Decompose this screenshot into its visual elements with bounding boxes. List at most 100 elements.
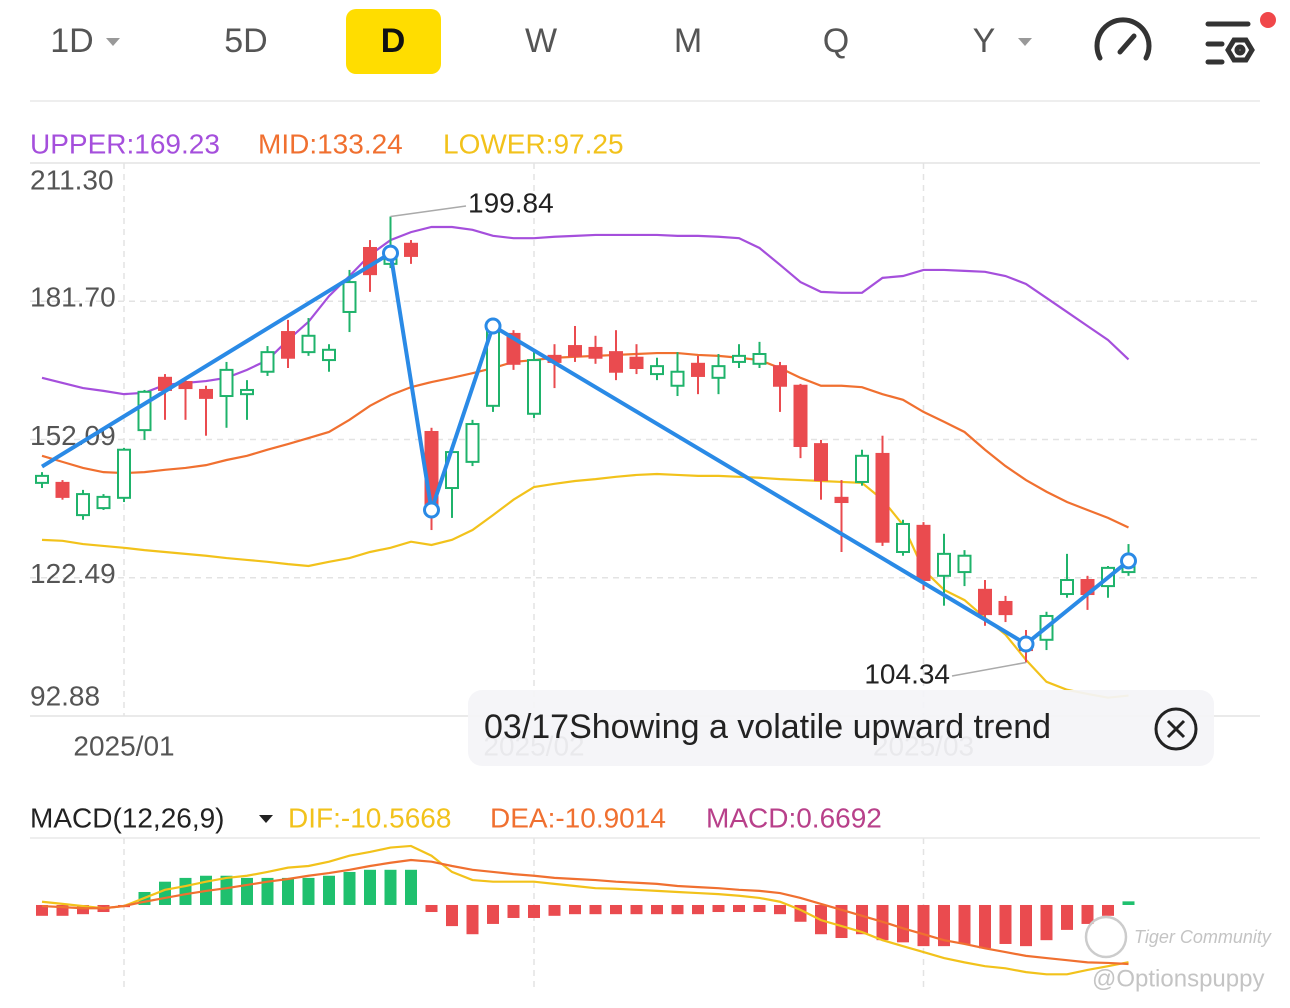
close-ring xyxy=(1154,707,1198,751)
candle-body xyxy=(855,454,869,483)
macd-bar xyxy=(1040,904,1053,941)
tab[interactable]: W xyxy=(525,22,557,60)
macd-bar xyxy=(979,904,991,949)
candle-body xyxy=(629,356,644,370)
macd-line xyxy=(41,858,1129,966)
macd-bar xyxy=(1102,904,1114,916)
candle-body xyxy=(35,474,49,484)
notification-dot xyxy=(1260,12,1276,28)
macd-bar xyxy=(712,904,725,913)
note-tooltip[interactable]: 03/17Showing a volatile upward trend xyxy=(468,690,1214,766)
trend-point xyxy=(423,501,440,519)
candle-body xyxy=(404,242,418,257)
macd-bar xyxy=(569,904,581,915)
settings-icon[interactable] xyxy=(1205,21,1255,65)
candle-body xyxy=(568,345,582,357)
tab[interactable]: 1D xyxy=(50,22,120,60)
macd-line xyxy=(41,844,1129,976)
macd-bar xyxy=(733,904,745,913)
tooltip-close[interactable] xyxy=(1154,707,1198,751)
dropdown-arrow xyxy=(1018,38,1032,46)
candle-body xyxy=(117,448,131,499)
macd-bar xyxy=(753,904,766,913)
y-tick-label: 211.30 xyxy=(30,164,114,195)
candle-body xyxy=(916,524,931,582)
tooltip-text: 03/17Showing a volatile upward trend xyxy=(484,708,1051,746)
candle-body xyxy=(178,381,193,390)
trend-point xyxy=(1017,635,1035,653)
low-annotation: 104.34 xyxy=(864,658,950,689)
macd-bar xyxy=(507,904,520,918)
macd-bar xyxy=(548,904,561,916)
candle-body xyxy=(240,388,254,396)
tab[interactable]: 5D xyxy=(224,22,267,60)
macd-bar xyxy=(261,877,274,905)
macd-bar xyxy=(630,904,643,915)
macd-bar xyxy=(446,904,458,927)
macd-bar xyxy=(56,904,69,916)
gauge-needle xyxy=(1117,33,1137,55)
tab-label: 5D xyxy=(224,22,267,60)
macd-bar xyxy=(384,869,397,905)
speed-icon[interactable] xyxy=(1094,17,1152,61)
macd-bar xyxy=(405,869,417,905)
legend-entry: MACD:0.6692 xyxy=(706,802,882,833)
candle-body xyxy=(281,331,295,359)
macd-bar xyxy=(487,904,499,924)
tab[interactable]: Y xyxy=(973,22,1032,60)
tab-label: D xyxy=(381,22,406,60)
macd-title[interactable]: MACD(12,26,9) xyxy=(30,802,225,833)
candle-body xyxy=(342,281,357,313)
candle-body xyxy=(137,390,152,432)
macd-bar xyxy=(589,904,602,915)
tab[interactable]: M xyxy=(674,22,702,60)
tab[interactable]: Q xyxy=(823,22,849,60)
watermark-text: Tiger Community xyxy=(1134,927,1272,947)
legend-entry: MID:133.24 xyxy=(258,128,403,159)
legend-entry: LOWER:97.25 xyxy=(443,128,624,159)
legend-entry: DEA:-10.9014 xyxy=(490,802,666,833)
high-annotation: 199.84 xyxy=(468,187,554,218)
icon-gear-hole xyxy=(1234,44,1246,56)
tab-label: Y xyxy=(973,22,996,60)
macd-bar xyxy=(77,904,89,915)
macd-bar xyxy=(897,904,909,943)
candle-body xyxy=(55,481,70,498)
macd-bar xyxy=(692,904,704,915)
candle-body xyxy=(260,351,275,373)
close-x xyxy=(1166,719,1186,739)
candle-body xyxy=(465,423,480,463)
candle-body xyxy=(670,370,685,387)
candle-body xyxy=(814,443,828,482)
macd-bar xyxy=(610,904,622,915)
tooltip-bg xyxy=(468,690,1214,766)
macd-bar xyxy=(425,904,438,913)
candle-body xyxy=(1060,579,1074,596)
candle-body xyxy=(219,368,234,398)
macd-bar xyxy=(1081,904,1094,924)
candle-body xyxy=(527,359,541,415)
candle-body xyxy=(752,352,767,365)
macd-bar xyxy=(323,875,335,905)
y-tick-label: 181.70 xyxy=(30,282,116,313)
dropdown-arrow xyxy=(106,38,120,46)
candle-body xyxy=(773,365,787,387)
annotation-leader xyxy=(951,661,1027,677)
macd-bar xyxy=(1122,901,1135,905)
macd-bar xyxy=(917,904,930,947)
tab-label: M xyxy=(674,22,702,60)
gauge-arc xyxy=(1094,17,1152,61)
candle-body xyxy=(793,384,808,447)
candle-body xyxy=(76,493,90,517)
trend-line xyxy=(40,251,1130,646)
candle-body xyxy=(199,388,213,399)
trend-point xyxy=(1120,552,1137,570)
indicator-line xyxy=(41,472,1129,699)
y-tick-label: 122.49 xyxy=(30,558,116,589)
macd-bar xyxy=(774,904,786,915)
macd-bar xyxy=(36,904,48,916)
tab-label: Q xyxy=(823,22,849,60)
tab[interactable]: D xyxy=(346,9,441,74)
